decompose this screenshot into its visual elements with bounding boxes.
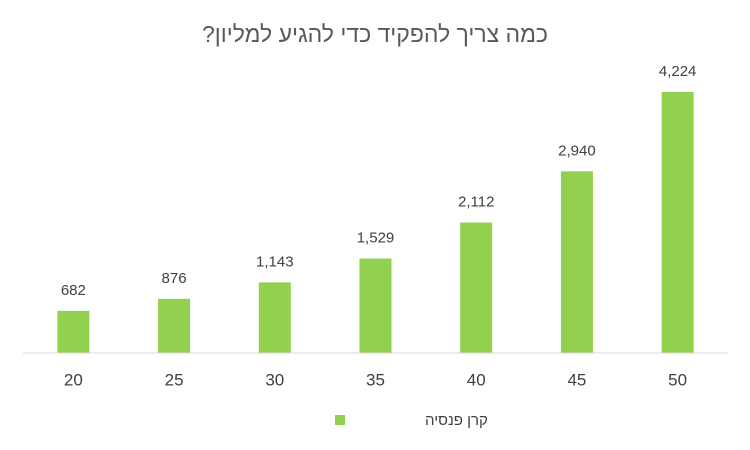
chart-title: כמה צריך להפקיד כדי להגיע למליון? (202, 21, 548, 47)
value-label: 2,940 (558, 142, 596, 159)
x-tick-label: 25 (165, 370, 184, 389)
value-label: 682 (61, 282, 86, 299)
bar (158, 298, 191, 353)
x-tick-label: 35 (366, 370, 385, 389)
legend-label: קרן פנסיה (425, 412, 488, 429)
legend-swatch (335, 415, 345, 425)
bar (258, 282, 291, 353)
bar (661, 92, 694, 353)
x-tick-label: 20 (64, 370, 83, 389)
bar (460, 222, 493, 353)
x-tick-label: 30 (265, 370, 284, 389)
value-label: 4,224 (659, 63, 697, 80)
x-tick-label: 40 (467, 370, 486, 389)
value-label: 1,143 (256, 253, 294, 270)
bar (57, 310, 90, 353)
x-tick-label: 45 (567, 370, 586, 389)
value-label: 876 (162, 270, 187, 287)
x-tick-label: 50 (668, 370, 687, 389)
bar (560, 171, 593, 353)
value-label: 1,529 (357, 229, 395, 246)
value-label: 2,112 (458, 193, 494, 210)
bar (359, 258, 392, 353)
